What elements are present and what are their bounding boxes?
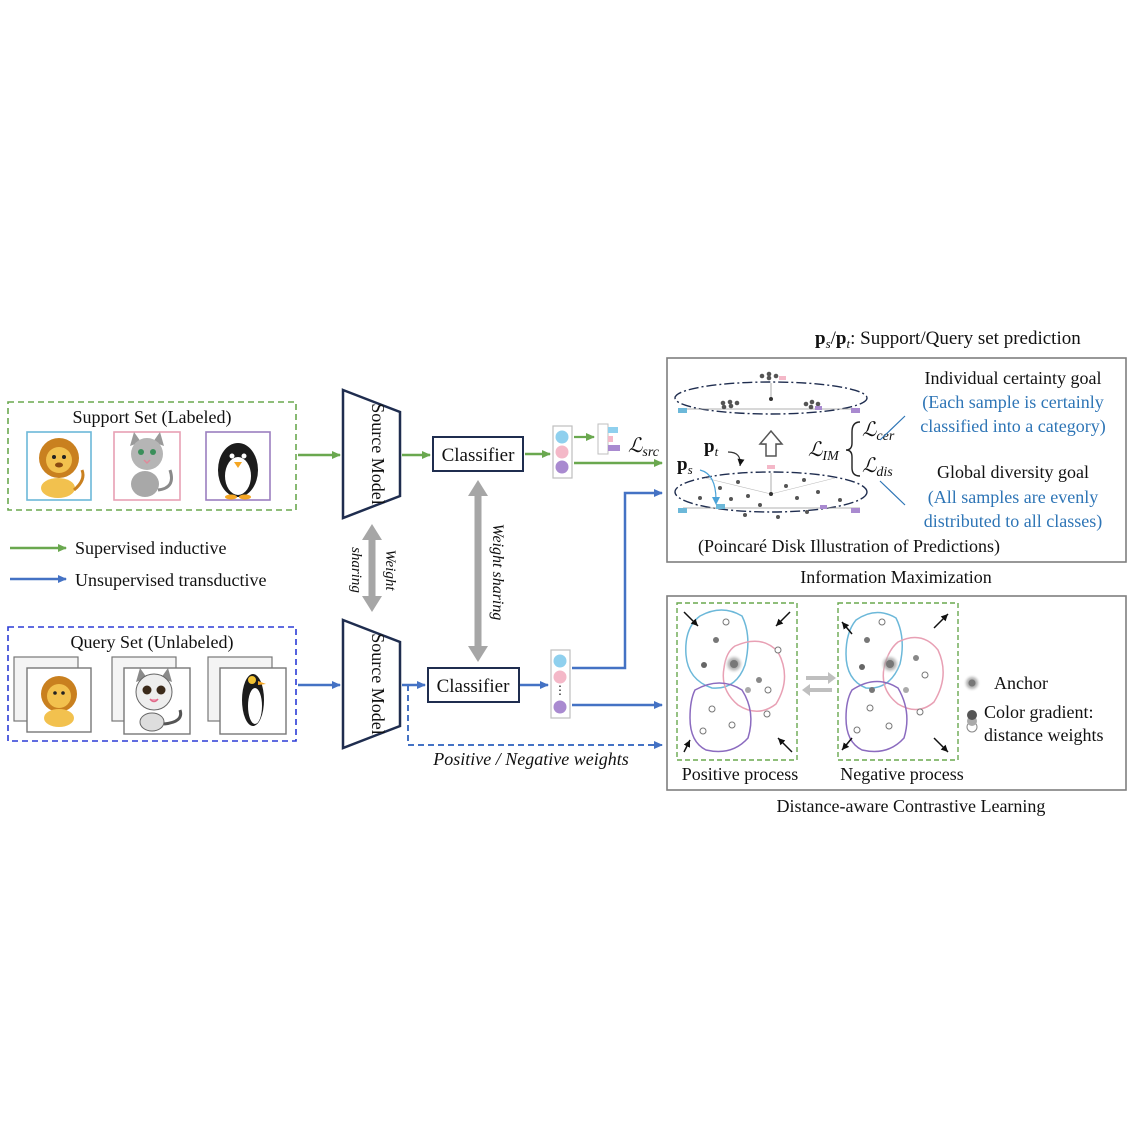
loss-cer-label: ℒcer: [862, 419, 895, 444]
contrastive-panel: Positive process Negative process Anchor…: [666, 595, 1127, 791]
poincare-caption: (Poincaré Disk Illustration of Predictio…: [698, 536, 1000, 557]
process-switch-arrows: [802, 672, 836, 696]
certainty-desc-1: (Each sample is certainly: [922, 392, 1103, 413]
classifier-top: Classifier: [432, 436, 524, 472]
svg-text:sharing: sharing: [348, 547, 364, 593]
loss-dis-label: ℒdis: [862, 455, 893, 480]
anchor-legend: Anchor: [963, 673, 1048, 693]
weight-sharing-mid-label: Weight sharing: [489, 524, 506, 621]
info-max-title: Information Maximization: [800, 567, 991, 587]
prediction-vector-top: [552, 425, 573, 479]
diversity-desc-1: (All samples are evenly: [928, 487, 1098, 508]
pt-label: pt: [704, 436, 719, 459]
weight-sharing-mid: Weight sharing: [468, 480, 506, 662]
query-lion-image: [13, 656, 92, 733]
support-set-panel: Support Set (Labeled): [7, 401, 297, 511]
prediction-vector-bottom: ⋮: [550, 649, 571, 719]
certainty-desc-2: classified into a category): [920, 416, 1105, 437]
ps-label: ps: [677, 454, 693, 477]
source-model-top: Source Model: [341, 388, 402, 520]
bar-histogram-icon: [597, 423, 620, 455]
anchor-label: Anchor: [994, 673, 1048, 693]
color-gradient-label-1: Color gradient:: [984, 702, 1093, 722]
support-penguin-image: [205, 431, 271, 501]
pos-neg-weights-label: Positive / Negative weights: [432, 749, 628, 769]
source-model-bottom: Source Model: [341, 618, 402, 750]
arrow-bottom-to-infomax: [572, 489, 663, 670]
classifier-bottom: Classifier: [427, 667, 520, 703]
weight-sharing-left-label-a: sharing: [348, 547, 364, 593]
positive-process-label: Positive process: [682, 764, 799, 784]
certainty-goal: Individual certainty goal: [925, 368, 1102, 388]
legend: Supervised inductive Unsupervised transd…: [10, 538, 266, 590]
weight-sharing-left-label-b: Weight: [382, 549, 398, 591]
support-set-title: Support Set (Labeled): [73, 407, 232, 428]
support-cat-image: [113, 431, 181, 501]
diversity-goal: Global diversity goal: [937, 462, 1089, 482]
query-cat-image: [111, 656, 191, 735]
color-gradient-legend: Color gradient: distance weights: [966, 702, 1103, 745]
ps-pt-legend: ps/pt: Support/Query set prediction: [815, 328, 1081, 351]
negative-process-label: Negative process: [840, 764, 963, 784]
source-model-top-label: Source Model: [368, 403, 388, 504]
support-lion-image: [26, 431, 92, 501]
info-max-panel: pt ps ℒIM ℒcer ℒdis Individual certainty…: [666, 357, 1127, 563]
legend-supervised: Supervised inductive: [75, 538, 226, 558]
classifier-top-label: Classifier: [442, 445, 515, 466]
classifier-bottom-label: Classifier: [437, 676, 510, 697]
weight-sharing-left: sharing Weight: [348, 524, 398, 612]
loss-src-label: ℒsrc: [628, 435, 660, 460]
contrastive-title: Distance-aware Contrastive Learning: [777, 796, 1046, 816]
arrow-pos-neg-weights: [407, 685, 663, 749]
query-penguin-image: [207, 656, 287, 735]
negative-process-box: [837, 602, 959, 761]
source-model-bottom-label: Source Model: [368, 633, 388, 734]
legend-unsupervised: Unsupervised transductive: [75, 570, 266, 590]
diversity-desc-2: distributed to all classes): [924, 511, 1102, 532]
positive-process-box: [676, 602, 798, 761]
loss-im-label: ℒIM: [808, 439, 840, 464]
color-gradient-label-2: distance weights: [984, 725, 1103, 745]
svg-text:⋮: ⋮: [554, 683, 566, 697]
query-set-title: Query Set (Unlabeled): [71, 632, 234, 653]
query-set-panel: Query Set (Unlabeled): [7, 626, 297, 742]
svg-text:Weight: Weight: [382, 549, 398, 591]
